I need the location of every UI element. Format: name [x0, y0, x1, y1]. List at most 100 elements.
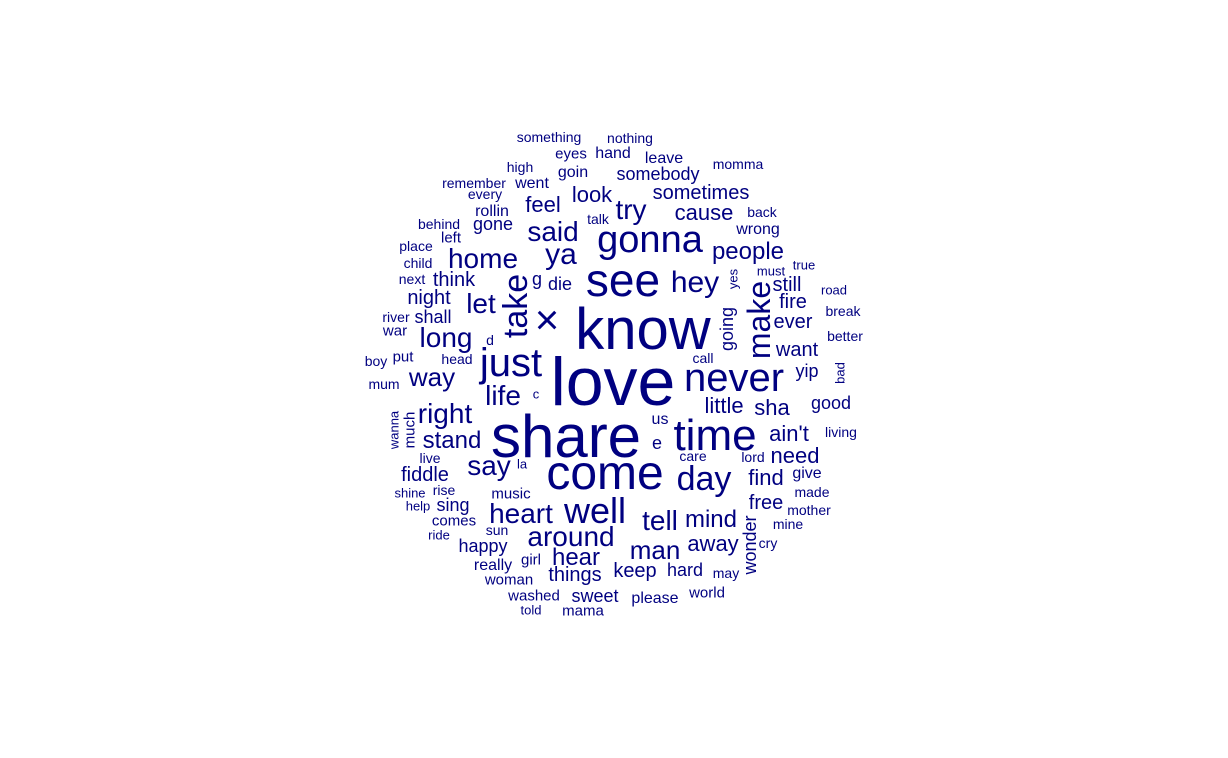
- word: made: [794, 484, 830, 500]
- word: next: [398, 271, 426, 287]
- word: let: [466, 288, 496, 319]
- word: better: [827, 328, 863, 344]
- word: around: [527, 521, 615, 552]
- word: world: [689, 584, 725, 602]
- word: ya: [545, 238, 577, 271]
- word: ain't: [769, 421, 809, 446]
- word: head: [441, 351, 473, 367]
- word: ride: [428, 527, 450, 543]
- word: wonder: [740, 515, 760, 575]
- word: tell: [642, 505, 678, 536]
- word: remember: [442, 175, 506, 191]
- word: think: [432, 269, 476, 291]
- word: night: [407, 287, 451, 309]
- word: left: [440, 229, 462, 247]
- word: must: [756, 263, 786, 279]
- word: home: [447, 243, 519, 274]
- word: make: [741, 280, 777, 360]
- word: time: [673, 411, 757, 460]
- word: c: [532, 386, 540, 402]
- word: still: [772, 274, 802, 296]
- word: live: [419, 450, 441, 466]
- word: yip: [795, 361, 819, 381]
- word: went: [515, 175, 549, 192]
- word: love: [550, 344, 676, 420]
- word: try: [615, 194, 647, 225]
- word: behind: [417, 216, 461, 232]
- word: say: [467, 450, 511, 481]
- word: right: [417, 398, 473, 429]
- word: wanna: [386, 410, 402, 450]
- word: mine: [772, 516, 804, 532]
- word: sweet: [571, 586, 619, 606]
- word: see: [585, 254, 661, 306]
- word: comes: [431, 512, 477, 530]
- word: share: [490, 403, 642, 470]
- word: told: [520, 602, 542, 618]
- word: goin: [557, 164, 589, 181]
- word: mum: [368, 376, 400, 392]
- word: nothing: [607, 130, 653, 146]
- word: people: [711, 238, 785, 265]
- word: hear: [551, 544, 601, 571]
- word: leave: [644, 150, 684, 167]
- word: good: [810, 393, 852, 413]
- word: mama: [562, 602, 604, 620]
- word: rise: [432, 482, 456, 498]
- word: sha: [754, 395, 790, 420]
- word: stand: [422, 427, 482, 454]
- word: little: [704, 393, 744, 418]
- word: wrong: [736, 221, 780, 238]
- word: sing: [436, 495, 470, 515]
- word: man: [629, 535, 681, 565]
- word: well: [563, 490, 627, 531]
- word: put: [392, 348, 414, 366]
- word: break: [825, 303, 861, 319]
- word: talk: [587, 211, 609, 227]
- word: long: [419, 322, 473, 353]
- word: just: [479, 341, 543, 385]
- word: fire: [779, 291, 807, 313]
- word: place: [399, 238, 433, 254]
- word: something: [516, 129, 582, 145]
- word: lord: [741, 449, 765, 465]
- word: sometimes: [652, 182, 750, 204]
- word: know: [575, 297, 711, 362]
- word: free: [748, 492, 784, 514]
- word: shine: [394, 485, 426, 501]
- word: want: [775, 339, 819, 361]
- word: road: [820, 282, 848, 298]
- word: care: [679, 448, 707, 464]
- word: true: [792, 257, 816, 273]
- word: please: [631, 590, 679, 607]
- word: happy: [458, 536, 508, 556]
- word: may: [712, 565, 740, 581]
- word: away: [687, 531, 739, 556]
- word: gone: [472, 214, 514, 234]
- word: mind: [684, 506, 738, 533]
- word: need: [770, 443, 820, 468]
- word: sun: [485, 522, 509, 538]
- word: hard: [666, 560, 704, 580]
- word: hey: [670, 266, 720, 299]
- word: call: [692, 350, 714, 366]
- word: washed: [508, 587, 560, 605]
- word: rollin: [475, 203, 509, 220]
- word: heart: [489, 498, 553, 529]
- word: ×: [534, 296, 560, 343]
- word: boy: [364, 353, 388, 369]
- word: d: [486, 332, 494, 348]
- word: girl: [520, 551, 542, 569]
- word: woman: [484, 571, 534, 589]
- word: going: [717, 306, 737, 352]
- word: die: [547, 274, 573, 294]
- word: la: [516, 456, 528, 472]
- word: way: [408, 362, 456, 392]
- word: living: [825, 424, 857, 440]
- word: cause: [674, 200, 734, 225]
- word: music: [491, 485, 531, 503]
- word: us: [651, 411, 669, 428]
- word: come: [546, 447, 664, 500]
- word: look: [571, 182, 613, 207]
